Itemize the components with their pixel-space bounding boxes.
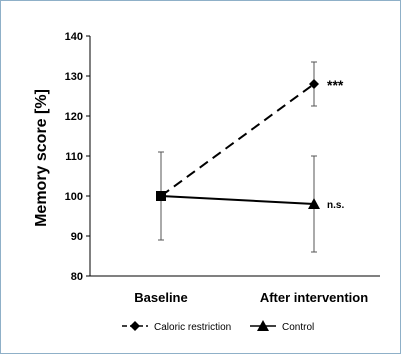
legend-marker (130, 321, 140, 331)
y-tick-label: 80 (71, 271, 83, 283)
data-point (156, 191, 166, 201)
legend-label: Control (282, 322, 314, 333)
series-line (160, 83, 315, 197)
y-tick-label: 120 (65, 111, 83, 123)
y-tick-label: 110 (65, 151, 83, 163)
series-line (160, 195, 315, 205)
significance-annotation: *** (327, 77, 344, 93)
legend-marker (257, 320, 269, 331)
y-axis-label: Memory score [%] (33, 89, 50, 227)
legend-item: Control (250, 320, 314, 333)
series-2: n.s. (156, 151, 344, 253)
significance-annotation: n.s. (327, 200, 344, 211)
legend-label: Caloric restriction (154, 322, 231, 333)
y-tick-label: 130 (65, 71, 83, 83)
series-1: *** (156, 61, 344, 241)
data-point (308, 198, 320, 209)
legend-item: Caloric restriction (122, 321, 231, 333)
data-point (309, 79, 319, 89)
y-tick-label: 90 (71, 231, 83, 243)
y-tick-label: 140 (65, 31, 83, 43)
x-tick-label: Baseline (134, 290, 187, 305)
y-tick-label: 100 (65, 191, 83, 203)
x-tick-label: After intervention (260, 290, 368, 305)
